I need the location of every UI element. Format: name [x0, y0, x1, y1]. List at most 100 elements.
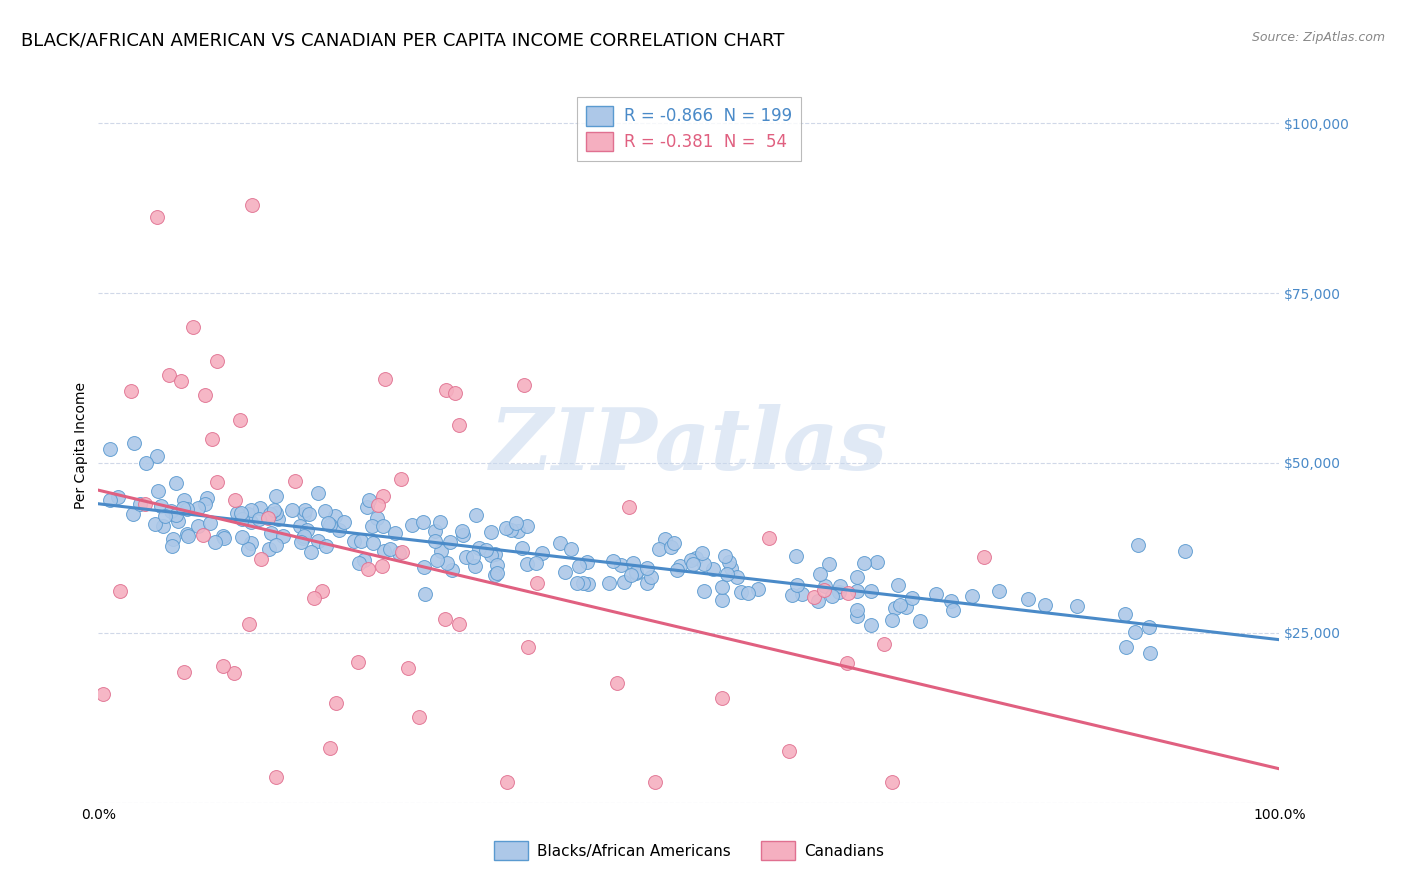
Point	[465, 508, 488, 523]
Point	[366, 511, 388, 525]
Point	[606, 676, 628, 690]
Text: ZIPatlas: ZIPatlas	[489, 404, 889, 488]
Point	[568, 559, 591, 574]
Point	[515, 519, 537, 533]
Point	[201, 433, 224, 447]
Point	[659, 540, 682, 554]
Point	[575, 555, 598, 569]
Point	[292, 507, 315, 521]
Point	[496, 775, 519, 789]
Point	[332, 516, 354, 530]
Point	[353, 553, 375, 567]
Point	[510, 541, 533, 556]
Point	[664, 535, 686, 549]
Point	[240, 198, 263, 212]
Point	[280, 503, 302, 517]
Point	[988, 583, 1011, 598]
Point	[908, 614, 931, 628]
Text: BLACK/AFRICAN AMERICAN VS CANADIAN PER CAPITA INCOME CORRELATION CHART: BLACK/AFRICAN AMERICAN VS CANADIAN PER C…	[21, 31, 785, 49]
Point	[323, 508, 346, 523]
Point	[212, 529, 235, 543]
Point	[167, 514, 190, 528]
Point	[484, 568, 506, 582]
Point	[866, 555, 889, 569]
Point	[176, 502, 198, 516]
Point	[231, 507, 253, 521]
Point	[347, 655, 370, 669]
Point	[299, 544, 322, 558]
Point	[1115, 640, 1137, 655]
Point	[222, 666, 245, 681]
Point	[120, 384, 142, 398]
Point	[401, 518, 423, 533]
Point	[170, 375, 193, 389]
Point	[828, 578, 851, 592]
Point	[1137, 620, 1160, 634]
Point	[389, 472, 412, 486]
Point	[357, 562, 380, 576]
Point	[129, 496, 152, 510]
Point	[669, 559, 692, 574]
Point	[249, 552, 271, 566]
Point	[859, 618, 882, 632]
Point	[621, 556, 644, 570]
Point	[292, 531, 315, 545]
Point	[134, 497, 156, 511]
Point	[266, 512, 288, 526]
Point	[654, 532, 676, 546]
Point	[828, 584, 851, 599]
Point	[845, 583, 868, 598]
Point	[647, 542, 669, 557]
Point	[449, 617, 471, 632]
Point	[441, 563, 464, 577]
Point	[135, 456, 157, 470]
Point	[396, 661, 419, 675]
Point	[790, 587, 813, 601]
Point	[367, 498, 389, 512]
Point	[187, 501, 209, 516]
Point	[602, 554, 624, 568]
Point	[873, 637, 896, 651]
Point	[162, 532, 184, 546]
Point	[1123, 625, 1146, 640]
Point	[567, 576, 589, 591]
Point	[98, 442, 121, 457]
Point	[624, 566, 647, 581]
Point	[894, 599, 917, 614]
Point	[925, 587, 948, 601]
Point	[900, 591, 922, 605]
Point	[814, 579, 837, 593]
Point	[256, 511, 278, 525]
Point	[451, 528, 474, 542]
Point	[845, 603, 868, 617]
Point	[356, 500, 378, 514]
Point	[229, 413, 252, 427]
Point	[205, 475, 228, 490]
Point	[505, 516, 527, 530]
Point	[666, 563, 689, 577]
Point	[319, 741, 342, 756]
Point	[231, 530, 253, 544]
Point	[479, 525, 502, 540]
Y-axis label: Per Capita Income: Per Capita Income	[75, 383, 89, 509]
Point	[165, 508, 187, 523]
Point	[191, 528, 214, 542]
Point	[554, 565, 576, 579]
Point	[302, 591, 325, 605]
Point	[852, 556, 875, 570]
Point	[423, 524, 446, 538]
Point	[205, 354, 228, 368]
Point	[122, 507, 145, 521]
Point	[598, 576, 620, 591]
Point	[702, 562, 724, 576]
Point	[710, 580, 733, 594]
Point	[444, 386, 467, 401]
Point	[620, 568, 643, 582]
Point	[803, 590, 825, 604]
Point	[526, 576, 548, 591]
Point	[747, 582, 769, 597]
Point	[153, 508, 176, 523]
Point	[249, 512, 271, 526]
Point	[236, 542, 259, 557]
Point	[194, 388, 217, 402]
